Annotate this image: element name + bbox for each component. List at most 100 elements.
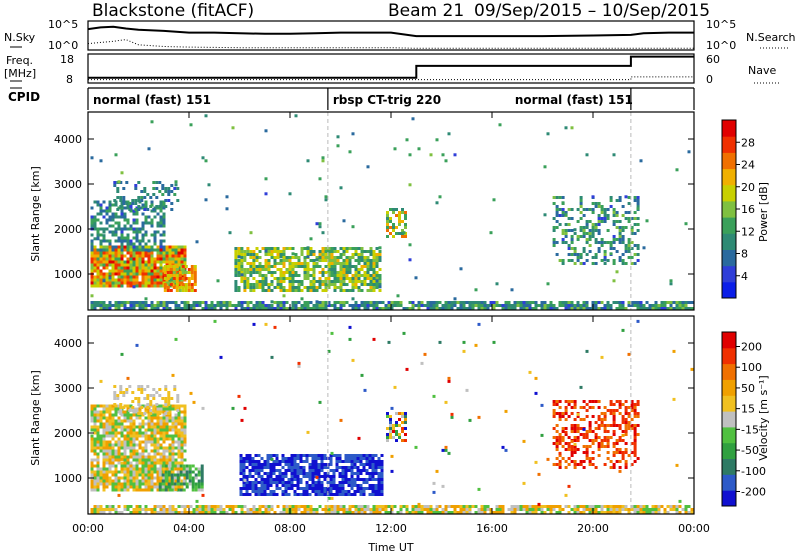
data-cell bbox=[666, 307, 670, 310]
data-cell bbox=[401, 415, 404, 418]
data-cell bbox=[369, 301, 373, 304]
data-cell bbox=[174, 301, 178, 304]
data-cell bbox=[537, 472, 541, 476]
data-cell bbox=[113, 394, 117, 397]
data-cell bbox=[317, 484, 321, 487]
data-cell bbox=[123, 476, 127, 480]
data-cell bbox=[162, 508, 166, 511]
colorbar-tick-label: -200 bbox=[741, 486, 766, 499]
data-cell bbox=[314, 454, 318, 457]
data-cell bbox=[263, 487, 267, 490]
data-cell bbox=[282, 505, 286, 508]
data-cell bbox=[248, 457, 252, 460]
data-cell bbox=[267, 286, 271, 289]
data-cell bbox=[132, 212, 136, 216]
data-cell bbox=[516, 304, 520, 307]
data-cell bbox=[108, 404, 112, 408]
data-cell bbox=[609, 511, 613, 514]
data-cell bbox=[165, 431, 169, 435]
data-cell bbox=[363, 271, 367, 274]
data-cell bbox=[537, 505, 541, 508]
data-cell bbox=[126, 218, 130, 222]
data-cell bbox=[555, 241, 559, 244]
data-cell bbox=[660, 307, 664, 310]
data-cell bbox=[327, 280, 331, 283]
data-cell bbox=[191, 485, 195, 489]
data-cell bbox=[618, 460, 622, 463]
data-cell bbox=[555, 511, 559, 514]
data-cell bbox=[252, 277, 256, 280]
data-cell bbox=[266, 466, 270, 469]
data-cell bbox=[366, 274, 370, 277]
data-cell bbox=[621, 430, 625, 433]
data-cell bbox=[167, 394, 171, 397]
data-cell bbox=[93, 237, 97, 241]
data-cell bbox=[201, 493, 205, 497]
data-cell bbox=[585, 454, 589, 457]
data-cell bbox=[284, 487, 288, 490]
data-cell bbox=[546, 505, 550, 508]
data-cell bbox=[111, 419, 115, 423]
data-cell bbox=[402, 505, 406, 508]
data-cell bbox=[399, 508, 403, 511]
data-cell bbox=[576, 238, 580, 241]
data-cell bbox=[341, 469, 345, 472]
data-cell bbox=[567, 208, 571, 211]
data-cell bbox=[90, 449, 94, 453]
data-cell bbox=[396, 511, 400, 514]
data-cell bbox=[161, 479, 165, 483]
data-cell bbox=[114, 455, 118, 459]
data-cell bbox=[347, 493, 351, 496]
data-cell bbox=[122, 391, 126, 394]
data-cell bbox=[108, 446, 112, 450]
data-cell bbox=[248, 487, 252, 490]
data-cell bbox=[450, 511, 454, 514]
data-cell bbox=[158, 470, 162, 474]
data-cell bbox=[102, 464, 106, 468]
data-cell bbox=[175, 286, 179, 289]
data-cell bbox=[188, 482, 192, 486]
data-cell bbox=[102, 488, 106, 492]
data-cell bbox=[111, 218, 115, 222]
data-cell bbox=[291, 247, 295, 250]
data-cell bbox=[150, 254, 154, 258]
data-cell bbox=[171, 251, 175, 255]
data-cell bbox=[135, 508, 139, 511]
data-cell bbox=[480, 301, 484, 304]
data-cell bbox=[444, 511, 448, 514]
data-cell bbox=[273, 271, 277, 274]
data-cell bbox=[258, 286, 262, 289]
data-cell bbox=[138, 251, 142, 255]
data-cell bbox=[275, 484, 279, 487]
data-cell bbox=[207, 505, 211, 508]
data-cell bbox=[180, 479, 184, 483]
data-cell bbox=[338, 472, 342, 475]
data-cell bbox=[618, 232, 622, 235]
data-cell bbox=[354, 307, 358, 310]
data-cell bbox=[327, 286, 331, 289]
data-cell bbox=[96, 440, 100, 444]
data-cell bbox=[311, 487, 315, 490]
data-cell bbox=[126, 242, 130, 246]
data-cell bbox=[386, 223, 389, 226]
data-cell bbox=[375, 301, 379, 304]
data-cell bbox=[180, 301, 184, 304]
data-cell bbox=[146, 394, 150, 397]
data-cell bbox=[90, 464, 94, 468]
data-cell bbox=[417, 511, 421, 514]
data-cell bbox=[267, 247, 271, 250]
data-cell bbox=[164, 205, 168, 208]
data-cell bbox=[155, 205, 159, 208]
data-cell bbox=[672, 505, 676, 508]
data-cell bbox=[162, 419, 166, 423]
nsky-series bbox=[87, 25, 694, 38]
data-cell bbox=[132, 455, 136, 459]
data-cell bbox=[120, 254, 124, 258]
data-cell bbox=[303, 505, 307, 508]
data-cell bbox=[147, 461, 151, 465]
data-cell bbox=[354, 274, 358, 277]
data-cell bbox=[180, 446, 184, 450]
data-cell bbox=[552, 412, 556, 415]
data-cell bbox=[612, 235, 616, 238]
data-cell bbox=[162, 221, 166, 225]
